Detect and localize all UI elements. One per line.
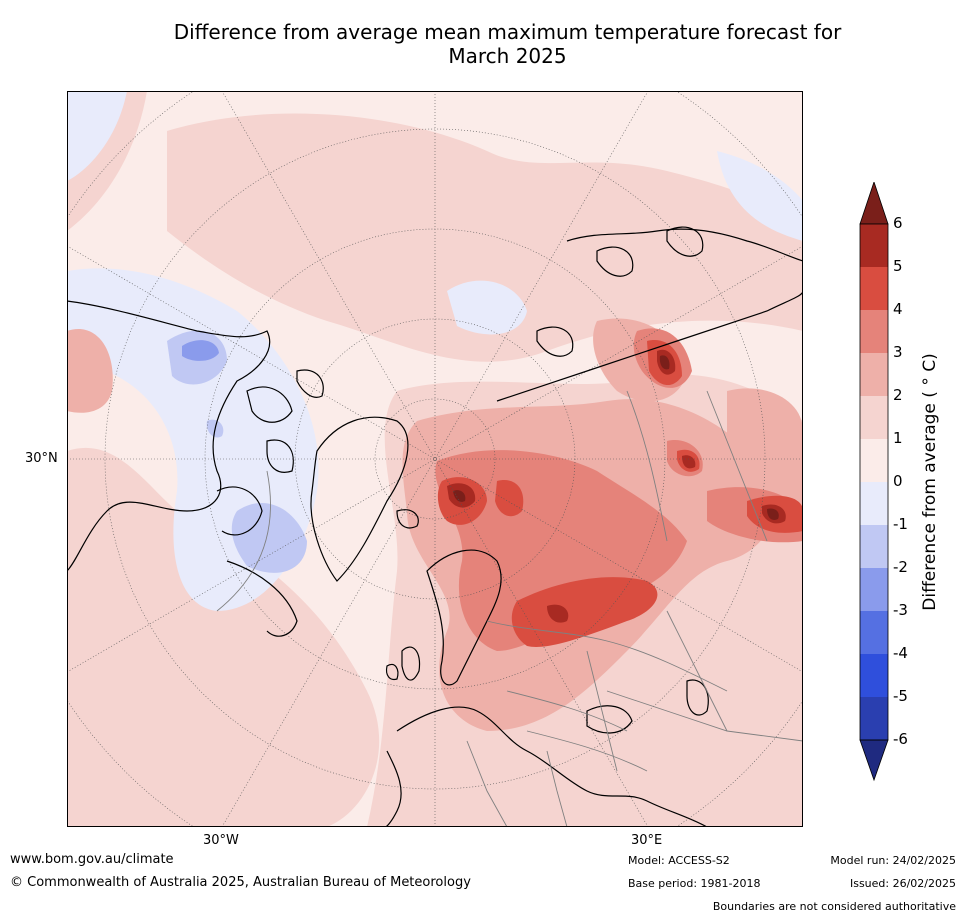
colorbar-tick-1: 1 bbox=[893, 429, 903, 447]
lat-label-30n: 30°N bbox=[25, 451, 58, 466]
footer-base-period: Base period: 1981-2018 bbox=[628, 877, 761, 890]
title-line-1: Difference from average mean maximum tem… bbox=[173, 20, 842, 44]
colorbar-minus4-to-minus3 bbox=[860, 611, 888, 654]
map-border bbox=[67, 91, 803, 827]
colorbar-tick-minus1: -1 bbox=[893, 515, 908, 533]
footer-model-run: Model run: 24/02/2025 bbox=[830, 854, 956, 867]
colorbar-tick-5: 5 bbox=[893, 257, 903, 275]
footer-copyright: © Commonwealth of Australia 2025, Austra… bbox=[10, 875, 471, 890]
colorbar-tick-4: 4 bbox=[893, 300, 903, 318]
colorbar-below-minus6 bbox=[859, 739, 889, 782]
coastlines bbox=[67, 226, 803, 827]
colorbar-tick-3: 3 bbox=[893, 343, 903, 361]
title-line-2: March 2025 bbox=[448, 44, 567, 68]
anomaly-minus3-to-minus2-regions bbox=[182, 340, 219, 361]
footer-model: Model: ACCESS-S2 bbox=[628, 854, 730, 867]
colorbar-tick-minus3: -3 bbox=[893, 601, 908, 619]
lon-label-30w: 30°W bbox=[203, 833, 239, 848]
map-title: Difference from average mean maximum tem… bbox=[60, 20, 955, 68]
colorbar-above-6 bbox=[859, 182, 889, 225]
colorbar-tick-2: 2 bbox=[893, 386, 903, 404]
footer-website: www.bom.gov.au/climate bbox=[10, 852, 174, 867]
map-svg bbox=[67, 91, 803, 827]
colorbar-tick-minus6: -6 bbox=[893, 730, 908, 748]
country-borders bbox=[216, 390, 803, 827]
footer-boundaries-note: Boundaries are not considered authoritat… bbox=[712, 900, 956, 913]
colorbar-tick-0: 0 bbox=[893, 472, 903, 490]
lon-label-30e: 30°E bbox=[631, 833, 663, 848]
anomaly-above-6-regions bbox=[453, 355, 779, 520]
colorbar-1-to-2 bbox=[860, 396, 888, 439]
colorbar-5-to-6 bbox=[860, 224, 888, 267]
colorbar-tick-minus2: -2 bbox=[893, 558, 908, 576]
colorbar-title: Difference from average ( ° C) bbox=[920, 353, 940, 611]
colorbar-tick-6: 6 bbox=[893, 214, 903, 232]
colorbar-0-to-1 bbox=[860, 439, 888, 482]
colorbar-minus1-to-0 bbox=[860, 482, 888, 525]
colorbar-tick-minus5: -5 bbox=[893, 687, 908, 705]
colorbar-3-to-4 bbox=[860, 310, 888, 353]
colorbar-tick-minus4: -4 bbox=[893, 644, 908, 662]
colorbar-4-to-5 bbox=[860, 267, 888, 310]
colorbar-minus2-to-minus1 bbox=[860, 525, 888, 568]
colorbar-minus6-to-minus5 bbox=[860, 697, 888, 740]
colorbar-minus5-to-minus4 bbox=[860, 654, 888, 697]
colorbar-minus3-to-minus2 bbox=[860, 568, 888, 611]
graticule bbox=[67, 91, 803, 827]
temperature-anomaly-map bbox=[67, 91, 803, 827]
colorbar-2-to-3 bbox=[860, 353, 888, 396]
footer-issued: Issued: 26/02/2025 bbox=[849, 877, 956, 890]
colorbar bbox=[859, 182, 889, 782]
colorbar-outline bbox=[859, 223, 889, 741]
